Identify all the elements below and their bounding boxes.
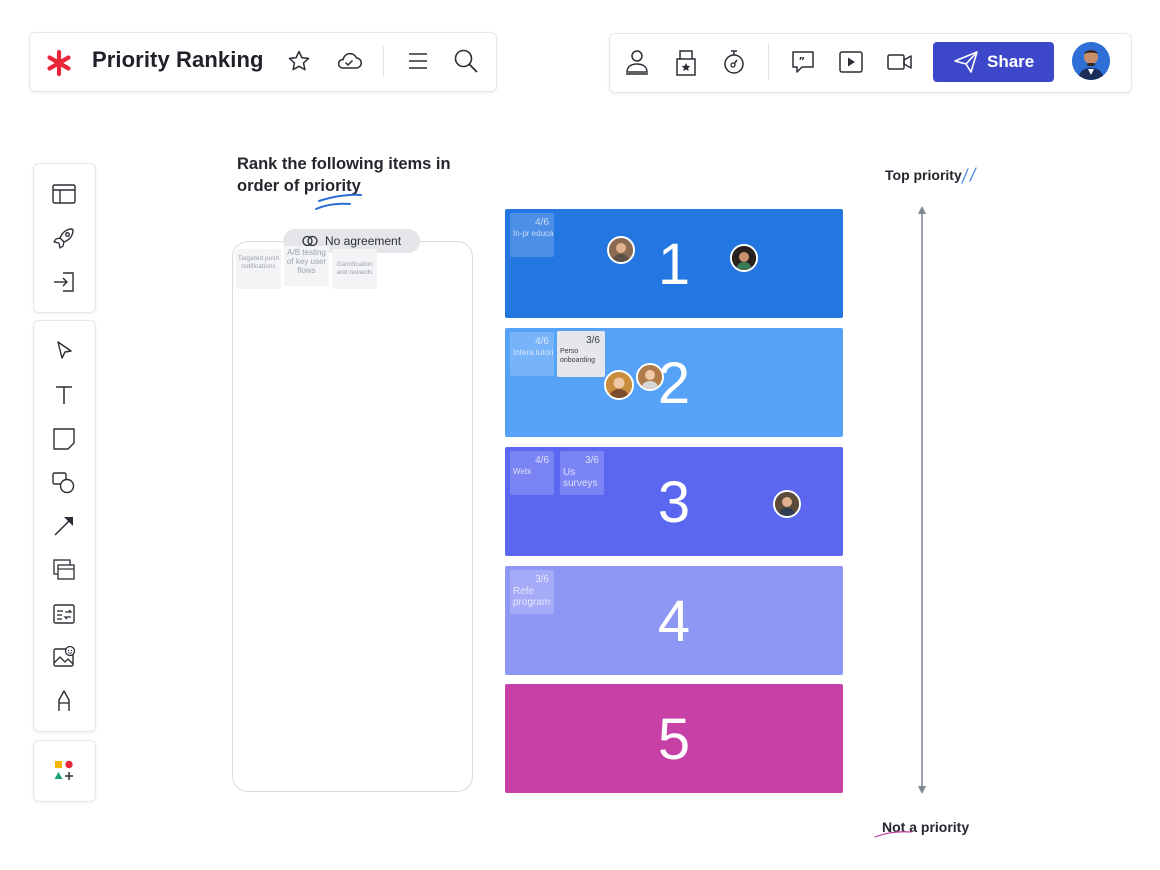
cloud-saved-icon[interactable] [335, 49, 363, 73]
prompt-underline-scribble [315, 193, 362, 210]
ballot-box-icon[interactable] [673, 47, 699, 77]
shape-library-icon[interactable] [50, 757, 78, 785]
rank-zone-1[interactable]: 1 [505, 209, 843, 318]
launch-rocket-icon[interactable] [50, 224, 78, 252]
vote-fraction: 4/6 [535, 217, 549, 228]
timer-icon[interactable] [721, 47, 747, 77]
overlap-circles-icon [302, 234, 318, 248]
vote-fraction: 3/6 [586, 335, 600, 346]
shapes-icon[interactable] [50, 469, 78, 497]
document-title[interactable]: Priority Ranking [92, 47, 264, 72]
unranked-items-pool[interactable] [232, 241, 473, 792]
lucid-logo-icon[interactable] [45, 49, 73, 77]
collaborator-avatar[interactable] [773, 490, 801, 518]
rank-number: 5 [657, 707, 691, 772]
header-left-panel [29, 32, 497, 92]
ranked-sticky-note[interactable]: 3/6 Us surveys [560, 451, 604, 495]
ranked-sticky-note[interactable]: 4/6 Intera tutorials [510, 332, 554, 376]
table-icon[interactable] [50, 600, 78, 628]
priority-axis-arrow [918, 206, 926, 794]
search-icon[interactable] [452, 47, 480, 75]
agreement-badge-label: No agreement [325, 234, 402, 248]
svg-text:”: ” [799, 56, 806, 67]
frame-icon[interactable] [50, 556, 78, 584]
vote-fraction: 4/6 [535, 336, 549, 347]
rank-number: 1 [657, 232, 691, 297]
toolbar-group-library [33, 740, 96, 802]
video-icon[interactable] [886, 50, 914, 74]
collaborators-icon[interactable] [624, 48, 650, 76]
ranked-sticky-note[interactable]: 3/6 Perso onboarding [557, 331, 605, 377]
header-divider [383, 46, 384, 76]
rank-number: 4 [657, 589, 691, 654]
paper-plane-icon [953, 50, 979, 74]
rank-zone-5[interactable]: 5 [505, 684, 843, 793]
collaborator-avatar[interactable] [730, 244, 758, 272]
ranked-sticky-note[interactable]: 4/6 Webi [510, 451, 554, 495]
vote-fraction: 3/6 [535, 574, 549, 585]
share-button[interactable]: Share [933, 42, 1054, 82]
toolbar-group-templates [33, 163, 96, 313]
prompt-line-1: Rank the following items in [237, 155, 451, 173]
vote-fraction: 3/6 [585, 455, 599, 466]
top-label-scribble [961, 167, 977, 184]
note-text: In-pr education [513, 229, 553, 238]
select-cursor-icon[interactable] [50, 337, 78, 365]
note-text: Webi [513, 467, 532, 476]
image-icon[interactable] [50, 643, 78, 671]
comment-icon[interactable]: ” [790, 49, 816, 75]
rank-number: 3 [657, 470, 691, 535]
note-text: Intera tutorials [513, 348, 553, 357]
user-avatar[interactable] [1072, 42, 1110, 80]
note-text: Perso onboarding [560, 348, 596, 364]
star-icon[interactable] [287, 49, 311, 73]
share-button-label: Share [987, 52, 1035, 71]
rank-number: 2 [657, 351, 691, 416]
prompt-line-2: order of priority [237, 177, 361, 195]
not-priority-label: Not a priority [882, 819, 970, 835]
pool-sticky-note[interactable]: Targeted push notifications [236, 249, 281, 289]
import-icon[interactable] [50, 268, 78, 296]
play-icon[interactable] [838, 49, 864, 75]
ranked-sticky-note[interactable]: 4/6 In-pr education [510, 213, 554, 257]
line-arrow-icon[interactable] [50, 512, 78, 540]
bottom-label-scribble [874, 831, 912, 838]
rank-zone-2[interactable]: 2 [505, 328, 843, 437]
ranked-sticky-note[interactable]: 3/6 Refe program [510, 570, 554, 614]
hamburger-menu-icon[interactable] [406, 50, 430, 72]
collaborator-avatar[interactable] [604, 370, 634, 400]
top-priority-label: Top priority [885, 167, 962, 183]
pool-sticky-note[interactable]: A/B testing of key user flows [284, 246, 329, 286]
collaborator-avatar[interactable] [636, 363, 664, 391]
rank-zone-4[interactable]: 4 [505, 566, 843, 675]
pool-sticky-note[interactable]: Gamification and rewards [332, 249, 377, 289]
collaborator-avatar[interactable] [607, 236, 635, 264]
header-divider-right [768, 44, 769, 80]
pen-icon[interactable] [50, 687, 78, 715]
text-icon[interactable] [50, 381, 78, 409]
note-text: Us surveys [563, 467, 598, 489]
note-text: Refe program [513, 586, 551, 608]
ranking-prompt[interactable]: Rank the following items in order of pri… [237, 153, 477, 197]
vote-fraction: 4/6 [535, 455, 549, 466]
sticky-note-icon[interactable] [50, 425, 78, 453]
templates-icon[interactable] [50, 180, 78, 208]
